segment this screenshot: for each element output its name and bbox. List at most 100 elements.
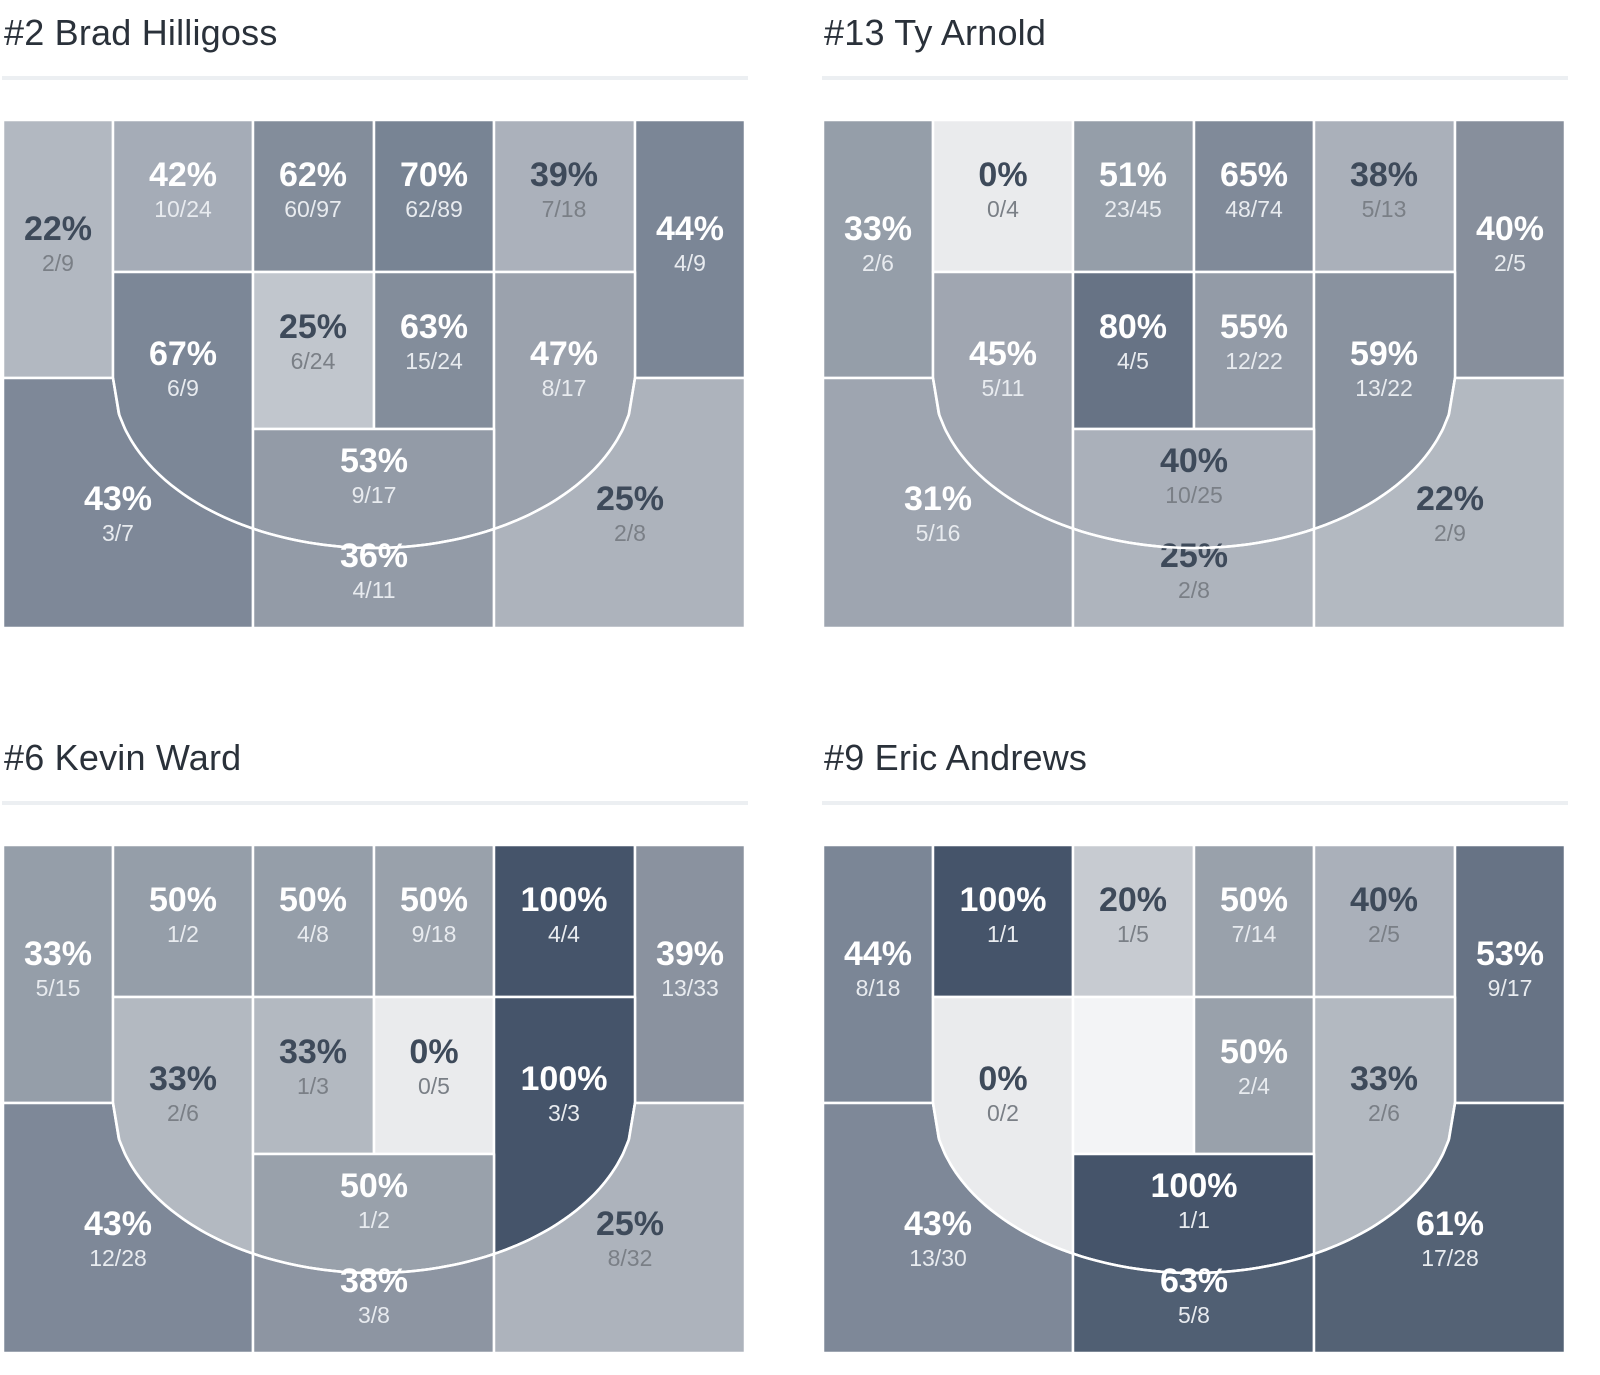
zone-made-attempted: 0/2 xyxy=(987,1100,1019,1126)
zone-left-mid-top: 50%1/2 xyxy=(111,843,255,999)
zone-percentage: 22% xyxy=(1416,480,1484,518)
zone-made-attempted: 3/7 xyxy=(102,520,134,546)
zone-made-attempted: 60/97 xyxy=(284,196,342,222)
zone-paint-left: 80%4/5 xyxy=(1071,270,1196,431)
zone-right-corner-3: 39%13/33 xyxy=(633,843,747,1105)
shot-chart-court: 33% 2/6 31% 5/16 0% 0/4 51% 23/45 65% 48/74 38% 5/1… xyxy=(821,118,1567,630)
zone-made-attempted: 9/18 xyxy=(412,921,457,947)
zone-made-attempted: 48/74 xyxy=(1225,196,1283,222)
zone-made-attempted: 2/6 xyxy=(167,1100,199,1126)
zone-right-mid-top: 38%5/13 xyxy=(1312,118,1457,274)
zone-top-key-3: 36%4/11 xyxy=(251,527,496,630)
zone-percentage: 44% xyxy=(656,210,724,248)
zone-left-mid-top: 0%0/4 xyxy=(931,118,1075,274)
zone-made-attempted: 10/25 xyxy=(1165,482,1223,508)
zone-made-attempted: 13/33 xyxy=(661,975,719,1001)
zone-made-attempted: 4/5 xyxy=(1117,348,1149,374)
zone-top-key-3: 38%3/8 xyxy=(251,1252,496,1355)
zone-shape xyxy=(1453,118,1567,380)
zone-percentage: 47% xyxy=(530,335,598,373)
zone-made-attempted: 0/4 xyxy=(987,196,1019,222)
zone-left-mid-low: 67%6/9 xyxy=(111,270,255,530)
zone-made-attempted: 4/4 xyxy=(548,921,580,947)
zone-paint-left xyxy=(1071,995,1196,1156)
three-point-arc xyxy=(111,1102,637,1275)
zone-percentage: 50% xyxy=(1220,1033,1288,1071)
zone-percentage: 80% xyxy=(1099,308,1167,346)
zone-made-attempted: 10/24 xyxy=(154,196,212,222)
zone-made-attempted: 4/11 xyxy=(352,577,395,603)
divider xyxy=(822,76,1568,80)
zone-left-corner-3: 33%2/6 xyxy=(821,118,935,380)
zone-percentage: 53% xyxy=(1476,935,1544,973)
zone-percentage: 42% xyxy=(149,156,217,194)
zone-made-attempted: 6/9 xyxy=(167,375,199,401)
zone-percentage: 100% xyxy=(521,881,608,919)
zone-percentage: 33% xyxy=(1350,1060,1418,1098)
shot-chart-court: 22% 2/9 43% 3/7 42% 10/24 62% 60/97 70% 62/89 39% 7… xyxy=(1,118,747,630)
shot-chart-svg: 22%2/943%3/742%10/2462%60/9770%62/8939%7… xyxy=(1,118,747,630)
zone-made-attempted: 7/18 xyxy=(542,196,587,222)
zone-shape xyxy=(633,118,747,380)
zone-percentage: 50% xyxy=(149,881,217,919)
zone-percentage: 0% xyxy=(978,156,1027,194)
zone-percentage: 65% xyxy=(1220,156,1288,194)
zone-right-corner-3: 44%4/9 xyxy=(633,118,747,380)
zone-left-corner-3: 33%5/15 xyxy=(1,843,115,1105)
zone-made-attempted: 3/3 xyxy=(548,1100,580,1126)
zone-made-attempted: 12/22 xyxy=(1225,348,1283,374)
divider xyxy=(2,801,748,805)
zone-percentage: 43% xyxy=(84,480,152,518)
three-point-arc xyxy=(931,1102,1457,1275)
zone-made-attempted: 7/14 xyxy=(1232,921,1277,947)
zone-paint-right-top: 65%48/74 xyxy=(1192,118,1316,274)
zone-made-attempted: 13/30 xyxy=(909,1245,967,1271)
zone-right-wing-3: 61%17/28 xyxy=(1312,1101,1567,1355)
zone-made-attempted: 1/2 xyxy=(167,921,199,947)
zone-made-attempted: 17/28 xyxy=(1421,1245,1479,1271)
zone-percentage: 51% xyxy=(1099,156,1167,194)
zone-percentage: 38% xyxy=(340,1262,408,1300)
zone-percentage: 50% xyxy=(279,881,347,919)
player-title: #13 Ty Arnold xyxy=(824,12,1047,53)
shot-chart-court: 33% 5/15 43% 12/28 50% 1/2 50% 4/8 50% 9/18 100% 4/… xyxy=(1,843,747,1355)
zone-percentage: 100% xyxy=(960,881,1047,919)
divider xyxy=(822,801,1568,805)
zone-paint-right-top: 70%62/89 xyxy=(372,118,496,274)
zone-made-attempted: 4/8 xyxy=(297,921,329,947)
zone-percentage: 25% xyxy=(1160,537,1228,575)
zone-paint-right: 63%15/24 xyxy=(372,270,496,431)
zone-made-attempted: 2/6 xyxy=(1368,1100,1400,1126)
zone-made-attempted: 5/16 xyxy=(916,520,961,546)
zone-made-attempted: 8/17 xyxy=(542,375,587,401)
zone-made-attempted: 13/22 xyxy=(1355,375,1413,401)
zone-percentage: 61% xyxy=(1416,1205,1484,1243)
player-title: #6 Kevin Ward xyxy=(4,737,242,778)
zone-paint-left-top: 62%60/97 xyxy=(251,118,376,274)
three-point-arc xyxy=(111,377,637,550)
zone-top-key-3: 63%5/8 xyxy=(1071,1252,1316,1355)
zone-percentage: 100% xyxy=(1151,1167,1238,1205)
zone-percentage: 70% xyxy=(400,156,468,194)
zone-percentage: 40% xyxy=(1160,442,1228,480)
zone-percentage: 20% xyxy=(1099,881,1167,919)
zone-left-corner-3: 22%2/9 xyxy=(1,118,115,380)
zone-shape xyxy=(821,843,935,1105)
zone-right-mid-top: 40%2/5 xyxy=(1312,843,1457,999)
zone-percentage: 53% xyxy=(340,442,408,480)
zone-shape xyxy=(821,118,935,380)
zone-made-attempted: 4/9 xyxy=(674,250,706,276)
zone-shape xyxy=(633,843,747,1105)
zone-percentage: 67% xyxy=(149,335,217,373)
zone-percentage: 40% xyxy=(1350,881,1418,919)
zone-made-attempted: 2/9 xyxy=(42,250,74,276)
zone-shape xyxy=(1,843,115,1105)
zone-percentage: 33% xyxy=(149,1060,217,1098)
zone-paint-left-top: 50%4/8 xyxy=(251,843,376,999)
zone-paint-left-top: 51%23/45 xyxy=(1071,118,1196,274)
zone-percentage: 45% xyxy=(969,335,1037,373)
zone-made-attempted: 1/2 xyxy=(358,1207,390,1233)
zone-shape xyxy=(1453,843,1567,1105)
zone-percentage: 50% xyxy=(400,881,468,919)
shot-chart-court: 44% 8/18 43% 13/30 100% 1/1 20% 1/5 50% 7/14 40% 2/… xyxy=(821,843,1567,1355)
